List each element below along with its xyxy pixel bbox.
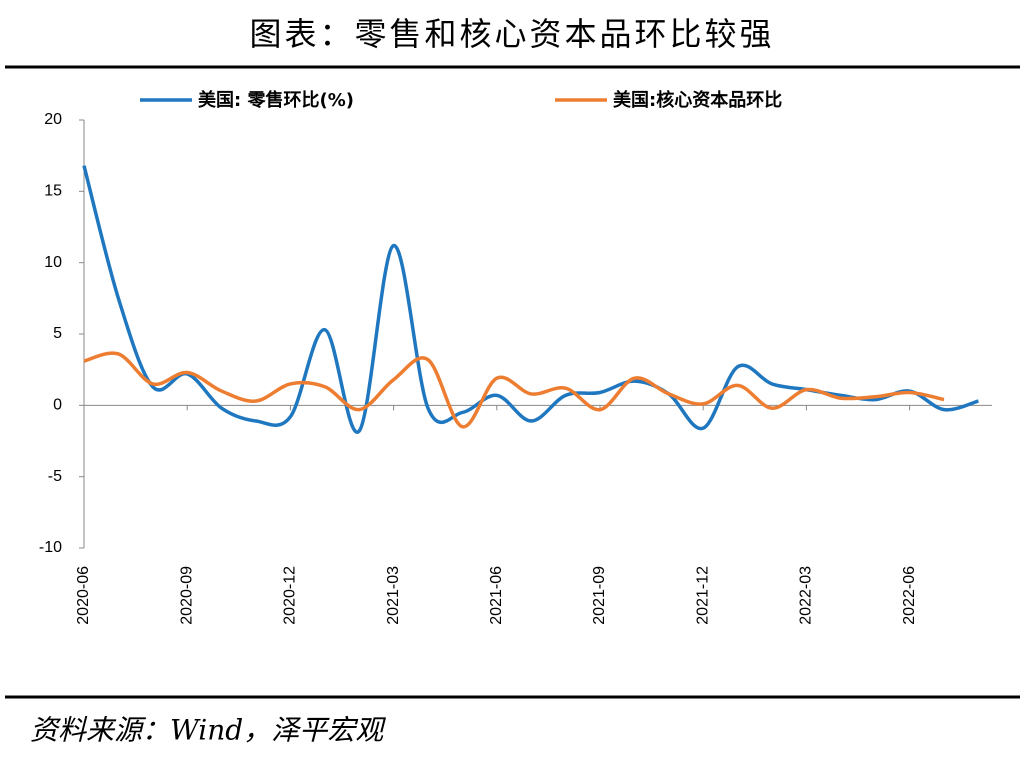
y-tick-label: 5	[53, 325, 62, 342]
x-tick-label: 2021-06	[488, 566, 505, 625]
legend-label: 美国: 零售环比(%)	[198, 89, 354, 111]
x-tick-label: 2020-06	[75, 566, 92, 625]
x-tick-label: 2022-03	[798, 566, 815, 625]
x-tick-label: 2020-09	[178, 566, 195, 625]
y-tick-label: 20	[44, 111, 62, 128]
x-tick-label: 2021-09	[591, 566, 608, 625]
chart-title: 图表：零售和核心资本品环比较强	[249, 15, 774, 53]
y-tick-label: -10	[39, 539, 62, 556]
y-tick-label: 0	[53, 397, 62, 414]
x-tick-label: 2021-03	[385, 566, 402, 625]
x-tick-label: 2021-12	[694, 566, 711, 625]
x-tick-label: 2022-06	[901, 566, 918, 625]
x-tick-label: 2020-12	[282, 566, 299, 625]
source: 资料来源：Wind，泽平宏观	[30, 714, 386, 747]
y-tick-label: 10	[44, 254, 62, 271]
y-tick-label: 15	[44, 183, 62, 200]
legend-label: 美国:核心资本品环比	[613, 89, 782, 111]
series-line	[83, 351, 945, 429]
y-tick-label: -5	[48, 468, 62, 485]
